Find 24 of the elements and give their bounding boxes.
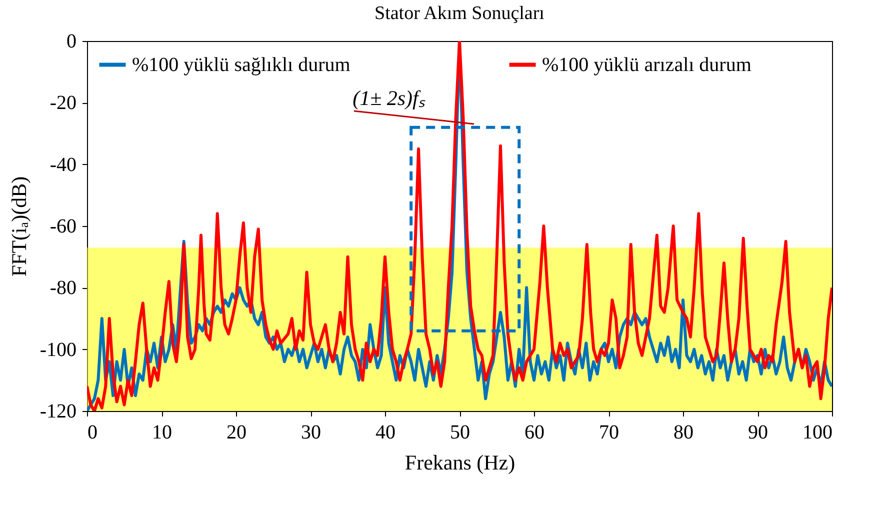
legend-label: %100 yüklü sağlıklı durum	[132, 54, 351, 76]
chart-title: Stator Akım Sonuçları	[374, 3, 544, 24]
annotation: (1± 2s)fₛ	[352, 86, 426, 110]
x-tick-label: 50	[450, 422, 470, 444]
x-tick-label: 20	[226, 422, 246, 444]
y-tick-label: -40	[50, 154, 76, 176]
x-tick-label: 30	[301, 422, 321, 444]
x-tick-label: 60	[524, 422, 544, 444]
x-tick-label: 40	[376, 422, 396, 444]
x-tick-label: 70	[599, 422, 619, 444]
x-axis-title: Frekans (Hz)	[404, 450, 516, 474]
y-tick-label: -60	[50, 216, 76, 238]
y-tick-label: -80	[50, 277, 76, 300]
y-tick-label: -100	[40, 338, 76, 361]
y-tick-label: 0	[66, 30, 76, 52]
legend-label: %100 yüklü arızalı durum	[542, 54, 752, 76]
x-tick-label: 80	[674, 422, 694, 444]
x-tick-label: 90	[748, 422, 768, 444]
x-tick-label: 10	[152, 422, 172, 444]
y-tick-label: -20	[50, 92, 76, 114]
x-tick-label: 100	[802, 422, 832, 444]
y-tick-label: -120	[40, 400, 76, 422]
x-tick-label: 0	[88, 422, 98, 444]
y-axis-title: FFT(iₐ)(dB)	[6, 176, 31, 277]
